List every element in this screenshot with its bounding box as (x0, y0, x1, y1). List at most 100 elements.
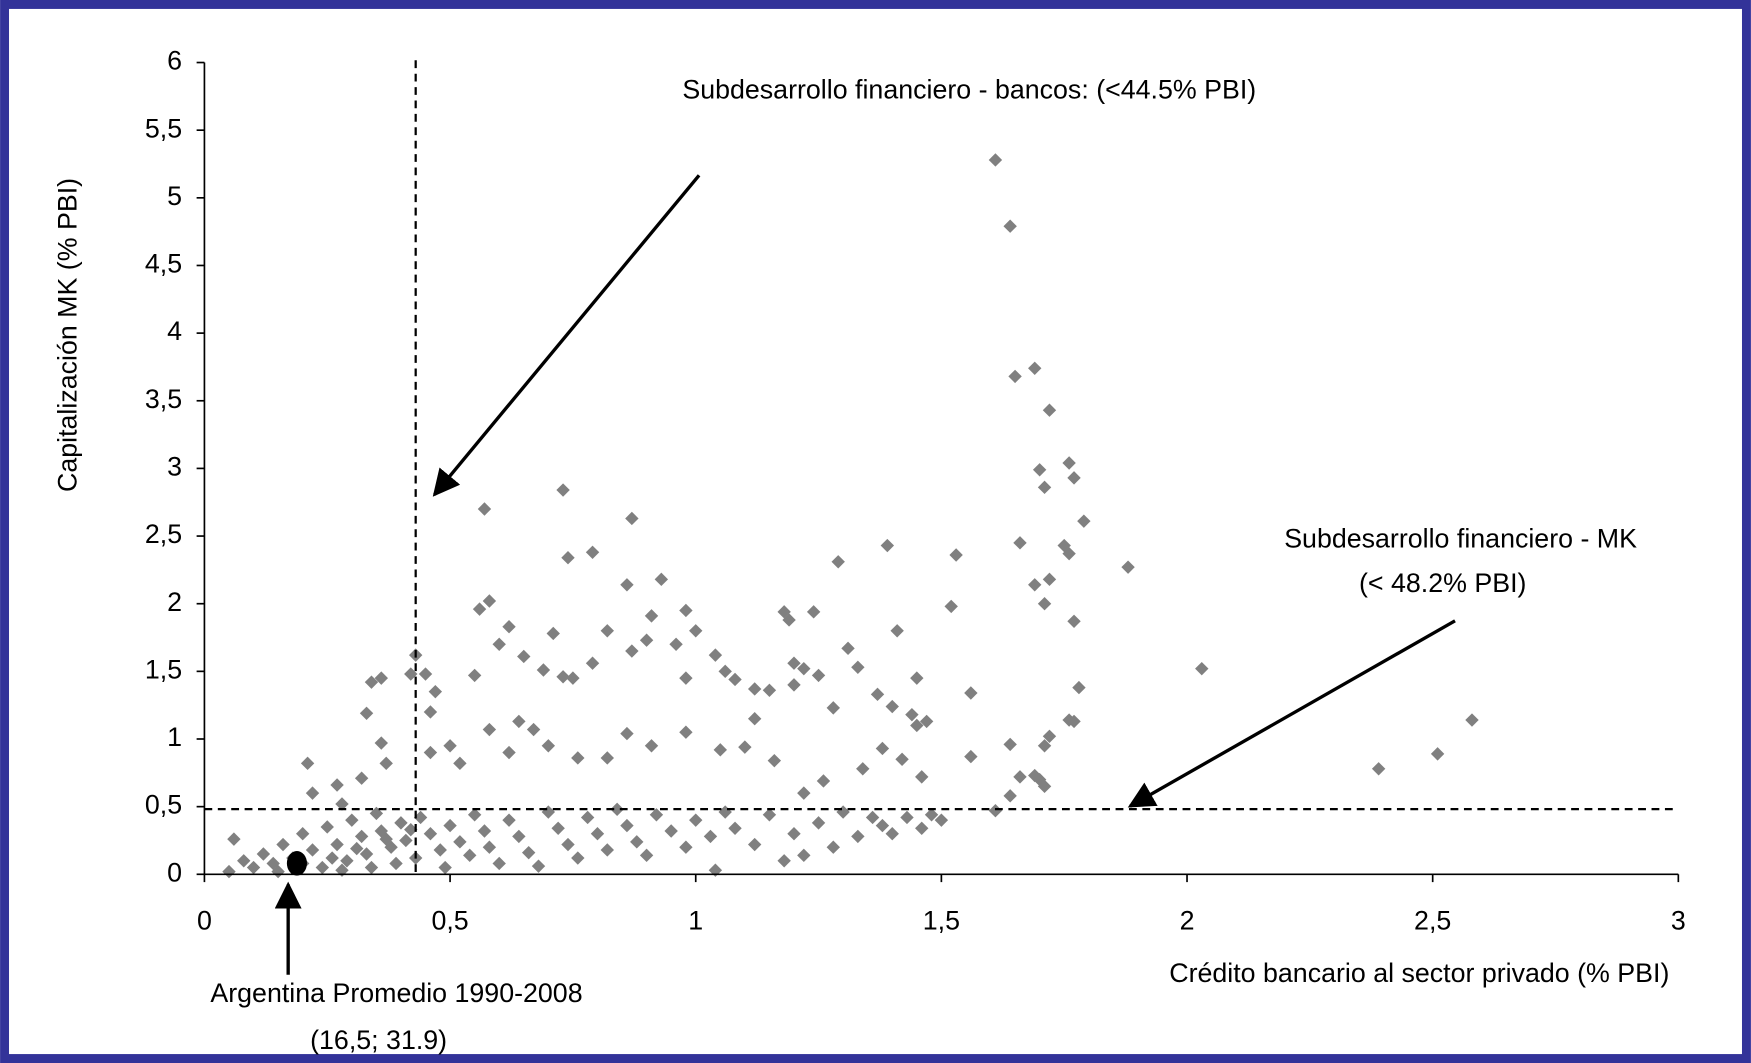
annotation-arrow (432, 174, 701, 497)
scatter-point (389, 856, 403, 871)
scatter-point (600, 751, 614, 765)
x-tick-label: 2,5 (1414, 905, 1451, 935)
y-tick-label: 1 (167, 722, 182, 752)
scatter-point (330, 837, 344, 852)
scatter-point (423, 745, 438, 760)
scatter-point (895, 752, 909, 766)
scatter-point (777, 854, 791, 868)
x-axis-title: Crédito bancario al sector privado (% PB… (1169, 958, 1669, 988)
y-tick-label: 4 (167, 316, 182, 346)
scatter-point (747, 837, 762, 852)
scatter-point (541, 739, 556, 753)
scatter-point (856, 762, 870, 776)
scatter-point (561, 837, 575, 852)
scatter-point (305, 786, 320, 800)
scatter-point (910, 718, 924, 733)
scatter-point (1042, 403, 1057, 417)
scatter-point (536, 663, 551, 677)
scatter-point (364, 860, 379, 875)
scatter-point (477, 502, 492, 516)
scatter-point (762, 683, 777, 697)
scatter-point (453, 835, 467, 849)
scatter-point (649, 808, 664, 822)
scatter-point (399, 833, 413, 848)
scatter-point (831, 555, 845, 569)
scatter-point (404, 667, 418, 681)
scatter-point (988, 153, 1003, 167)
scatter-point (600, 843, 614, 857)
scatter-point (964, 686, 978, 700)
scatter-point (1062, 546, 1076, 561)
x-tick-label: 3 (1671, 905, 1686, 935)
scatter-point (885, 827, 899, 841)
annotation: Subdesarrollo financiero - bancos: (<44.… (682, 75, 1256, 105)
scatter-point (841, 641, 855, 656)
scatter-point (787, 678, 801, 692)
scatter-point (797, 661, 811, 676)
scatter-point (797, 848, 811, 863)
y-tick-label: 3 (167, 451, 182, 481)
scatter-point (988, 804, 1003, 818)
scatter-point (295, 827, 310, 841)
scatter-point (502, 620, 516, 634)
scatter-point (590, 827, 605, 841)
scatter-point (664, 824, 678, 838)
scatter-point (1003, 219, 1017, 233)
scatter-point (561, 551, 575, 565)
scatter-point (492, 856, 506, 871)
scatter-point (585, 545, 600, 559)
scatter-point (512, 829, 526, 844)
scatter-point (806, 605, 821, 619)
annotation: (< 48.2% PBI) (1359, 568, 1526, 598)
scatter-point (1067, 714, 1081, 729)
scatter-point (413, 810, 428, 825)
scatter-point (713, 743, 727, 757)
scatter-point (571, 751, 585, 765)
scatter-point (1003, 737, 1017, 752)
scatter-point (502, 813, 516, 827)
scatter-point (826, 840, 840, 854)
scatter-point (482, 840, 497, 854)
scatter-point (423, 827, 438, 841)
y-tick-label: 5,5 (145, 113, 182, 143)
scatter-point (467, 808, 482, 822)
scatter-point (738, 740, 752, 754)
scatter-point (1067, 471, 1081, 485)
scatter-point (359, 706, 374, 720)
scatter-point (340, 854, 354, 868)
annotation-arrow (1127, 619, 1456, 808)
scatter-point (625, 644, 639, 658)
scatter-point (585, 656, 600, 670)
scatter-point (747, 712, 762, 726)
scatter-point (526, 722, 541, 737)
y-tick-label: 4,5 (145, 249, 182, 279)
scatter-point (797, 786, 811, 800)
scatter-point (379, 756, 393, 771)
scatter-point (350, 841, 364, 856)
scatter-point (669, 637, 683, 651)
scatter-point (875, 741, 890, 756)
scatter-point (546, 626, 560, 641)
scatter-point (502, 745, 516, 760)
scatter-point (679, 725, 693, 739)
scatter-point (433, 843, 447, 857)
scatter-point (910, 671, 924, 685)
scatter-point (767, 753, 782, 768)
scatter-point (374, 671, 388, 685)
scatter-point (900, 810, 914, 825)
y-tick-label: 1,5 (145, 654, 182, 684)
scatter-point (354, 829, 369, 844)
scatter-point (1042, 729, 1057, 743)
scatter-point (689, 813, 703, 827)
x-tick-label: 0,5 (431, 905, 468, 935)
scatter-point (1062, 456, 1076, 470)
plot-background (9, 8, 1742, 1055)
scatter-point (517, 649, 531, 664)
scatter-point (708, 648, 723, 662)
annotation: (16,5; 31.9) (310, 1025, 447, 1055)
scatter-point (1042, 572, 1057, 587)
scatter-point (492, 637, 506, 651)
scatter-point (728, 821, 742, 835)
scatter-point (654, 572, 669, 587)
annotation: Subdesarrollo financiero - MK (1284, 524, 1637, 554)
